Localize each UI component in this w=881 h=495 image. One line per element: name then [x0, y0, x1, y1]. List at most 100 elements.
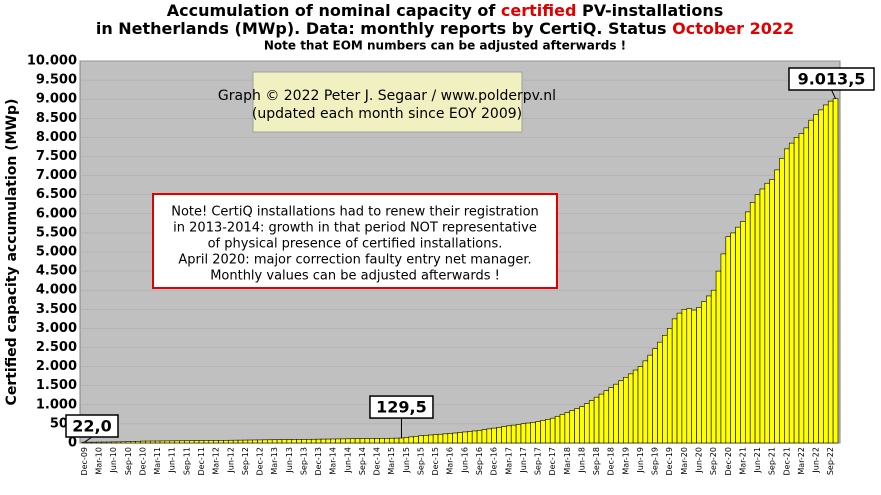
y-tick-label: 5.000 [36, 245, 77, 260]
bar [584, 403, 590, 444]
x-tick-label: Mar-20 [680, 447, 689, 475]
x-tick-label: Mar-21 [738, 447, 747, 475]
bar [349, 438, 356, 444]
bar [267, 439, 273, 444]
y-tick-label: 8.500 [36, 111, 77, 126]
y-tick-label: 3.000 [36, 321, 77, 336]
bar [154, 440, 161, 444]
annotation-box [152, 193, 558, 289]
bar [627, 373, 634, 444]
y-tick-label: 7.500 [36, 149, 77, 164]
bar [725, 236, 731, 444]
chart-subtitle: in Netherlands (MWp). Data: monthly repo… [96, 19, 794, 38]
y-axis-title: Certified capacity accumulation (MWp) [4, 99, 20, 406]
bar [593, 396, 600, 444]
bar [384, 438, 390, 444]
bar [710, 289, 717, 444]
bar [735, 226, 741, 444]
bar [423, 435, 429, 444]
x-tick-label: Sep-18 [592, 447, 601, 475]
x-tick-label: Jun-16 [460, 447, 469, 474]
y-tick-label: 7.000 [36, 168, 77, 183]
bar [798, 133, 805, 444]
bar [408, 436, 414, 444]
bar [774, 169, 780, 444]
value-label: 22,0 [72, 417, 111, 436]
bar [413, 436, 419, 444]
bar [223, 439, 229, 444]
bar [145, 440, 151, 444]
bar [135, 440, 141, 444]
annotation-text: Note! CertiQ installations had to renew … [171, 205, 539, 220]
x-tick-label: Sep-17 [534, 447, 543, 475]
bar [730, 232, 736, 444]
bar [369, 438, 375, 444]
bar [86, 441, 93, 444]
value-label: 129,5 [376, 398, 427, 417]
title-part: PV-installations [576, 1, 723, 20]
annotation-text: in 2013-2014: growth in that period NOT … [173, 221, 537, 236]
y-tick-label: 2.000 [36, 359, 77, 374]
bar [447, 433, 453, 444]
bar [471, 430, 478, 444]
note: Note that EOM numbers can be adjusted af… [264, 39, 626, 53]
bar [779, 158, 785, 444]
x-tick-label: Dec-19 [665, 447, 674, 476]
label-box [65, 414, 119, 438]
annotation-text: April 2020: major correction faulty entr… [178, 253, 531, 268]
x-tick-label: Jun-15 [402, 447, 411, 474]
bar [535, 421, 541, 444]
bar [169, 440, 175, 444]
x-tick-label: Dec-14 [373, 447, 382, 476]
bar [296, 439, 302, 444]
bar [506, 425, 512, 444]
x-tick-label: Jun-17 [519, 447, 528, 474]
x-tick-label: Dec-16 [490, 447, 499, 476]
bar [184, 440, 190, 444]
subtitle-part: October 2022 [672, 19, 794, 38]
bar [359, 438, 366, 444]
x-tick-label: Sep-14 [358, 447, 367, 475]
bar [598, 393, 605, 444]
bar [213, 440, 219, 444]
y-tick-label: 1.500 [36, 378, 77, 393]
bar [608, 387, 614, 444]
bar [549, 417, 556, 444]
label-box [369, 395, 434, 419]
bar [281, 439, 288, 444]
x-tick-label: Jun-13 [285, 447, 294, 474]
bar [335, 438, 341, 444]
bar [320, 438, 327, 444]
bar [159, 440, 166, 444]
y-tick-label: 5.500 [36, 225, 77, 240]
credit-box [252, 71, 523, 133]
bar [354, 438, 361, 444]
x-tick-label: Mar-22 [797, 447, 806, 475]
x-tick-label: Jun-18 [577, 447, 586, 474]
bar [442, 433, 449, 444]
subtitle-part: in Netherlands (MWp). Data: monthly repo… [96, 19, 672, 38]
bar [81, 441, 88, 444]
x-tick-label: Sep-19 [651, 447, 660, 475]
bar [769, 179, 775, 444]
bar [91, 441, 97, 444]
bar [632, 369, 639, 444]
bar [115, 441, 122, 444]
bar [491, 427, 497, 444]
bar [681, 308, 688, 444]
x-tick-label: Sep-10 [124, 447, 133, 475]
x-tick-label: Mar-10 [95, 447, 104, 475]
x-tick-label: Dec-13 [314, 447, 323, 476]
x-tick-label: Dec-10 [138, 447, 147, 476]
x-tick-label: Dec-18 [607, 447, 616, 476]
annotation-text: of physical presence of certified instal… [208, 237, 503, 252]
x-tick-label: Mar-14 [329, 447, 338, 475]
x-tick-label: Dec-17 [548, 447, 557, 476]
bar [623, 376, 629, 444]
title-part: certified [501, 1, 577, 20]
y-tick-label: 6.500 [36, 187, 77, 202]
bar [832, 98, 839, 444]
bar [457, 432, 463, 444]
bar [486, 428, 493, 444]
bar [759, 188, 766, 444]
